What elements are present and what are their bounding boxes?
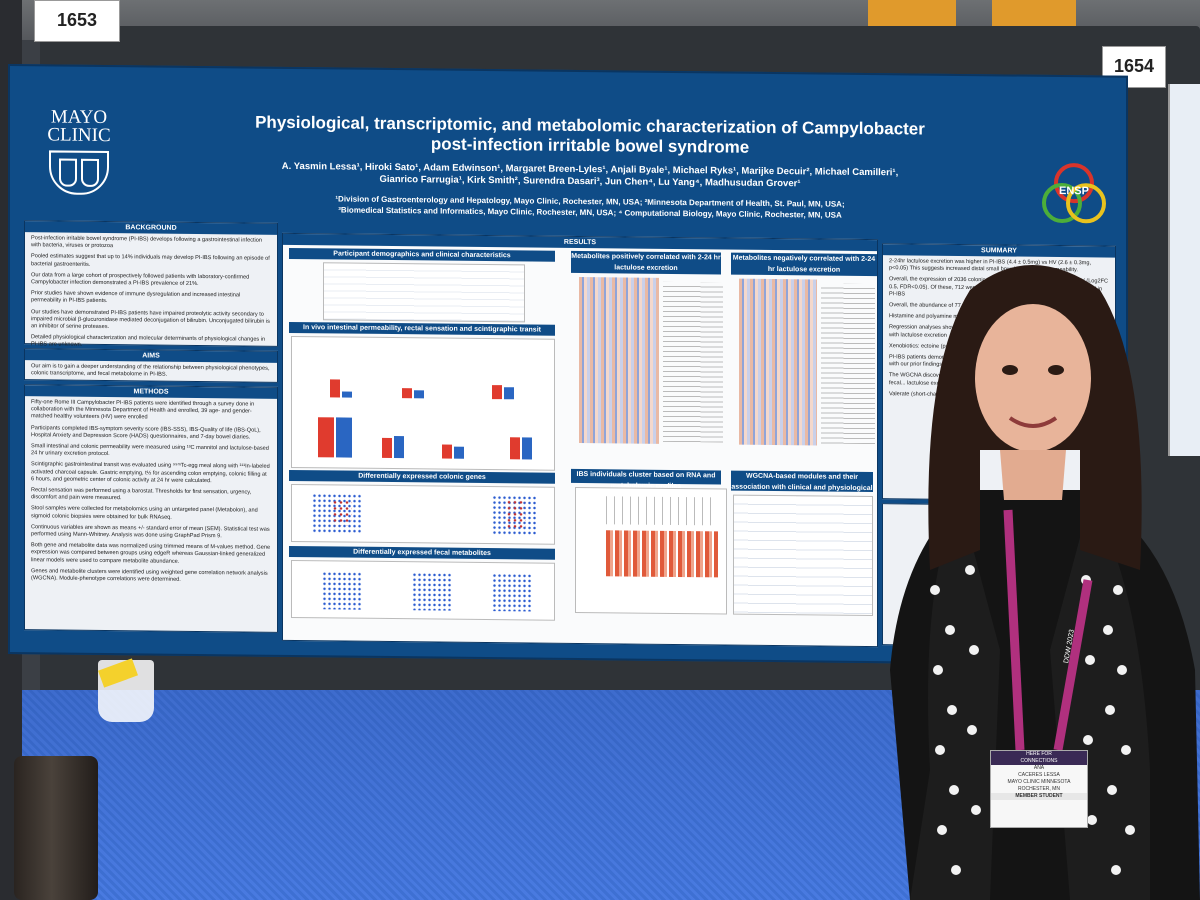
background-bullet: Our data from a large cohort of prospect… — [31, 272, 250, 288]
bar-pi-ibs — [382, 437, 392, 459]
badge-header-line1: HERE FOR — [1026, 751, 1052, 757]
presenter-person — [890, 265, 1200, 900]
poster-affiliations: ¹Division of Gastroenterology and Hepato… — [270, 193, 910, 222]
mayo-clinic-logo: MAYO CLINIC — [34, 106, 124, 196]
lanyard-right — [1053, 579, 1093, 751]
aims-section: AIMS Our aim is to gain a deeper underst… — [24, 348, 278, 383]
background-bullet: Pooled estimates suggest that up to 14% … — [31, 253, 270, 268]
methods-bullet: Rectal sensation was performed using a b… — [31, 487, 252, 502]
cluster-heading: IBS individuals cluster based on RNA and… — [571, 468, 721, 490]
badge-city: ROCHESTER, MN — [1018, 786, 1060, 792]
heatmap-negative — [739, 278, 817, 446]
physiology-bar-charts — [291, 335, 555, 471]
demographics-heading: Participant demographics and clinical ch… — [289, 247, 555, 262]
volcano-points — [412, 572, 452, 611]
volcano-points-sig — [506, 499, 526, 530]
badge-last-name: CACERES LESSA — [1018, 772, 1060, 778]
neck — [1000, 450, 1066, 500]
research-poster: MAYO CLINIC Physiological, transcriptomi… — [8, 64, 1128, 666]
badge-type: MEMBER STUDENT — [991, 793, 1087, 800]
board-number-left: 1653 — [34, 0, 120, 42]
face — [975, 304, 1091, 452]
heatmap-positive — [579, 276, 659, 444]
ensp-logo-icon — [1042, 163, 1106, 224]
bar-hv — [394, 436, 404, 459]
methods-bullet: Continuous variables are shown as means … — [31, 524, 270, 540]
poster-tube — [14, 756, 98, 900]
bar-hv — [342, 391, 352, 398]
demographics-table — [323, 262, 525, 323]
clustering-figure — [575, 486, 727, 615]
bar-hv — [522, 437, 532, 460]
cluster-heatmap — [606, 530, 718, 578]
metabolite-labels — [663, 281, 723, 443]
methods-bullet: Scintigraphic gastrointestinal transit w… — [31, 461, 270, 484]
methods-bullet: Genes and metabolite clusters were ident… — [31, 568, 268, 583]
methods-bullet: Small intestinal and colonic permeabilit… — [31, 443, 269, 458]
dem-heading: Differentially expressed fecal metabolit… — [289, 545, 555, 560]
bar-hv — [454, 446, 464, 459]
bar-pi-ibs — [318, 417, 334, 458]
name-badge: HERE FOR CONNECTIONS ANA CACERES LESSA M… — [990, 750, 1088, 828]
volcano-points-sig — [332, 499, 352, 526]
methods-section: METHODS Fifty-one Rome III Campylobacter… — [24, 384, 278, 633]
smile — [1008, 416, 1058, 428]
bar-pi-ibs — [492, 385, 502, 400]
invivo-heading: In vivo intestinal permeability, rectal … — [289, 321, 555, 336]
dendrogram — [606, 496, 716, 526]
ensp-logo-text: ENSP — [1059, 185, 1089, 198]
methods-bullet: Both gene and metabolite data was normal… — [31, 542, 271, 565]
badge-header: HERE FOR CONNECTIONS — [991, 751, 1087, 765]
deg-heading: Differentially expressed colonic genes — [289, 469, 555, 484]
bar-hv — [336, 417, 352, 458]
badge-first-name: ANA — [1033, 765, 1045, 771]
background-bullet: Our studies have demonstrated PI-IBS pat… — [31, 308, 270, 331]
badge-header-line2: CONNECTIONS — [1020, 758, 1058, 764]
bar-pi-ibs — [510, 437, 520, 460]
methods-bullet: Participants completed IBS-symptom sever… — [31, 424, 261, 441]
methods-bullet: Stool samples were collected for metabol… — [31, 505, 258, 521]
bar-pi-ibs — [330, 379, 340, 398]
bar-pi-ibs — [442, 444, 452, 459]
bar-hv — [414, 390, 424, 399]
logo-text-line2: CLINIC — [47, 124, 111, 147]
aims-text: Our aim is to gain a deeper understandin… — [31, 363, 270, 378]
bar-pi-ibs — [402, 388, 412, 399]
background-section: BACKGROUND Post-infection irritable bowe… — [24, 220, 278, 348]
badge-organization: MAYO CLINIC MINNESOTA — [1007, 779, 1071, 785]
scarf-left — [910, 500, 1000, 900]
volcano-plots-genes — [291, 483, 555, 545]
results-section: RESULTS Participant demographics and cli… — [282, 232, 878, 648]
poster-authors: A. Yasmin Lessa¹, Hiroki Sato¹, Adam Edw… — [230, 160, 950, 192]
lanyard-left — [1003, 509, 1025, 751]
poster-title: Physiological, transcriptomic, and metab… — [240, 112, 940, 159]
volcano-plots-metabolites — [291, 559, 555, 621]
accessibility-sign — [868, 0, 956, 30]
methods-list: Fifty-one Rome III Campylobacter PI-IBS … — [25, 396, 277, 592]
methods-bullet: Fifty-one Rome III Campylobacter PI-IBS … — [31, 399, 255, 421]
background-bullet: Post-infection irritable bowel syndrome … — [31, 235, 263, 250]
shield-icon — [49, 150, 109, 196]
bar-hv — [504, 387, 514, 400]
adjacent-poster — [1168, 84, 1200, 456]
volcano-points — [492, 573, 532, 612]
background-bullet: Prior studies have shown evidence of imm… — [31, 290, 241, 305]
positive-corr-heading: Metabolites positively correlated with 2… — [571, 250, 721, 275]
volcano-points — [322, 571, 362, 610]
background-list: Post-infection irritable bowel syndrome … — [25, 232, 277, 358]
